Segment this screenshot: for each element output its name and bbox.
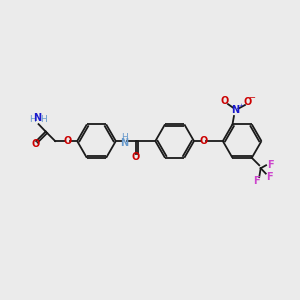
Text: N: N <box>120 138 128 148</box>
Text: −: − <box>249 93 256 102</box>
Text: H: H <box>121 133 128 142</box>
Text: O: O <box>200 136 208 146</box>
Text: F: F <box>253 176 260 186</box>
Text: F: F <box>267 160 274 170</box>
Text: N: N <box>231 105 239 115</box>
Text: O: O <box>244 97 252 107</box>
Text: H: H <box>29 115 36 124</box>
Text: O: O <box>220 96 229 106</box>
Text: F: F <box>266 172 273 182</box>
Text: O: O <box>31 139 39 149</box>
Text: N: N <box>34 112 42 123</box>
Text: H: H <box>40 115 47 124</box>
Text: O: O <box>132 152 140 162</box>
Text: +: + <box>238 103 243 108</box>
Text: O: O <box>64 136 72 146</box>
